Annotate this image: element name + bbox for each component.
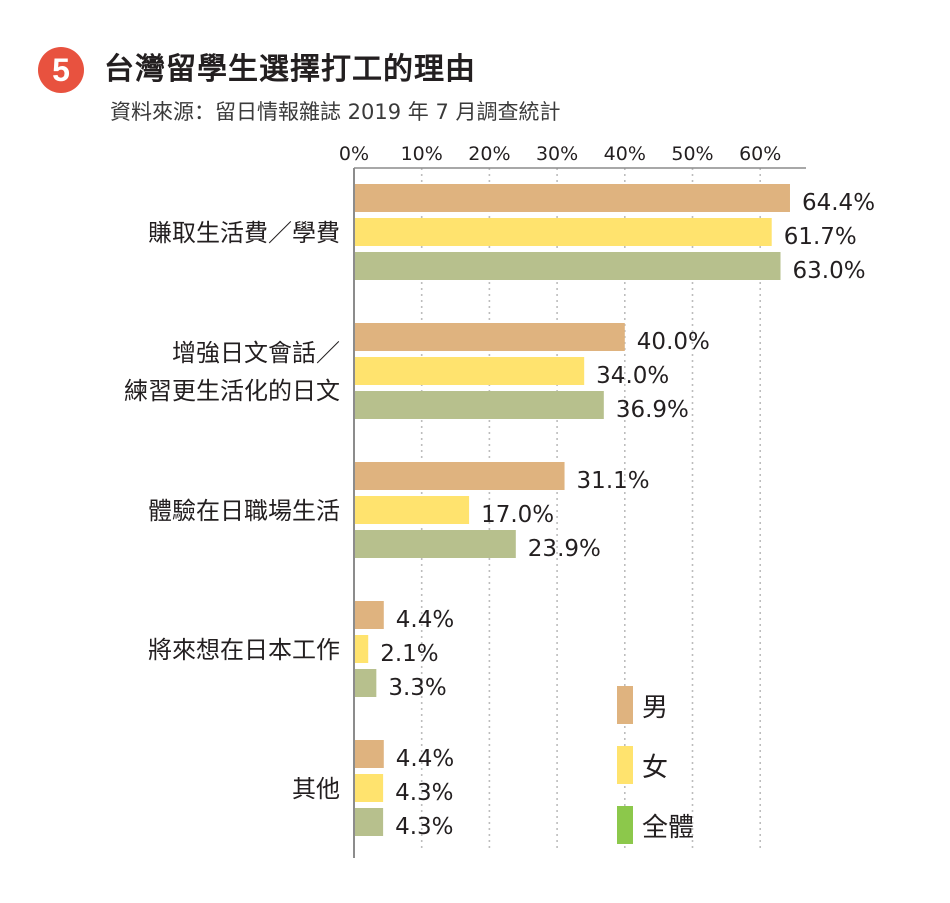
value-label: 4.3% [395, 814, 453, 840]
bar [354, 774, 384, 802]
bars [354, 184, 790, 836]
category-label: 將來想在日本工作 [148, 636, 340, 664]
bar [354, 530, 516, 558]
x-axis-ticks: 0% 10% 20% 30% 40% 50% 60% [339, 143, 781, 165]
legend-label: 男 [642, 693, 668, 723]
value-label: 34.0% [596, 363, 669, 389]
bar [354, 218, 772, 246]
x-tick-label: 40% [604, 143, 646, 165]
value-label: 63.0% [793, 258, 866, 284]
value-label: 4.4% [396, 607, 454, 633]
value-label: 17.0% [481, 502, 554, 528]
chart-subtitle: 資料來源：留日情報雜誌 2019 年 7 月調查統計 [110, 100, 561, 124]
bar [354, 496, 470, 524]
legend-swatch [617, 806, 633, 844]
value-label: 23.9% [528, 536, 601, 562]
category-label: 賺取生活費／學費 [148, 219, 340, 247]
bar [354, 323, 625, 351]
value-label: 2.1% [380, 641, 438, 667]
bar [354, 391, 604, 419]
bar [354, 808, 384, 836]
value-label: 36.9% [616, 397, 689, 423]
section-number-badge: 5 [38, 47, 84, 93]
category-label: 增強日文會話／ [172, 339, 340, 367]
bar [354, 740, 384, 768]
bar [354, 462, 565, 490]
category-label: 體驗在日職場生活 [148, 497, 340, 525]
value-label: 61.7% [784, 224, 857, 250]
bar [354, 601, 384, 629]
value-label: 4.3% [395, 780, 453, 806]
bar [354, 252, 781, 280]
legend-swatch [617, 686, 633, 724]
grid-lines [354, 167, 806, 848]
legend-label: 全體 [642, 813, 694, 843]
bar [354, 357, 585, 385]
category-label: 練習更生活化的日文 [124, 377, 340, 405]
x-tick-label: 30% [536, 143, 578, 165]
value-label: 4.4% [396, 746, 454, 772]
value-label: 31.1% [577, 468, 650, 494]
value-label: 64.4% [802, 190, 875, 216]
bar [354, 635, 369, 663]
legend-label: 女 [642, 753, 668, 783]
value-label: 40.0% [637, 329, 710, 355]
value-labels: 64.4% 61.7% 63.0% 40.0% 34.0% 36.9% 31.1% 17.0%… [380, 190, 875, 840]
x-tick-label: 20% [468, 143, 510, 165]
x-tick-label: 50% [671, 143, 713, 165]
x-tick-label: 0% [339, 143, 369, 165]
x-tick-label: 10% [401, 143, 443, 165]
chart-title: 台灣留學生選擇打工的理由 [104, 52, 476, 87]
bar [354, 184, 790, 212]
x-tick-label: 60% [739, 143, 781, 165]
value-label: 3.3% [388, 675, 446, 701]
bar [354, 669, 377, 697]
legend-swatch [617, 746, 633, 784]
category-label: 其他 [292, 775, 340, 803]
